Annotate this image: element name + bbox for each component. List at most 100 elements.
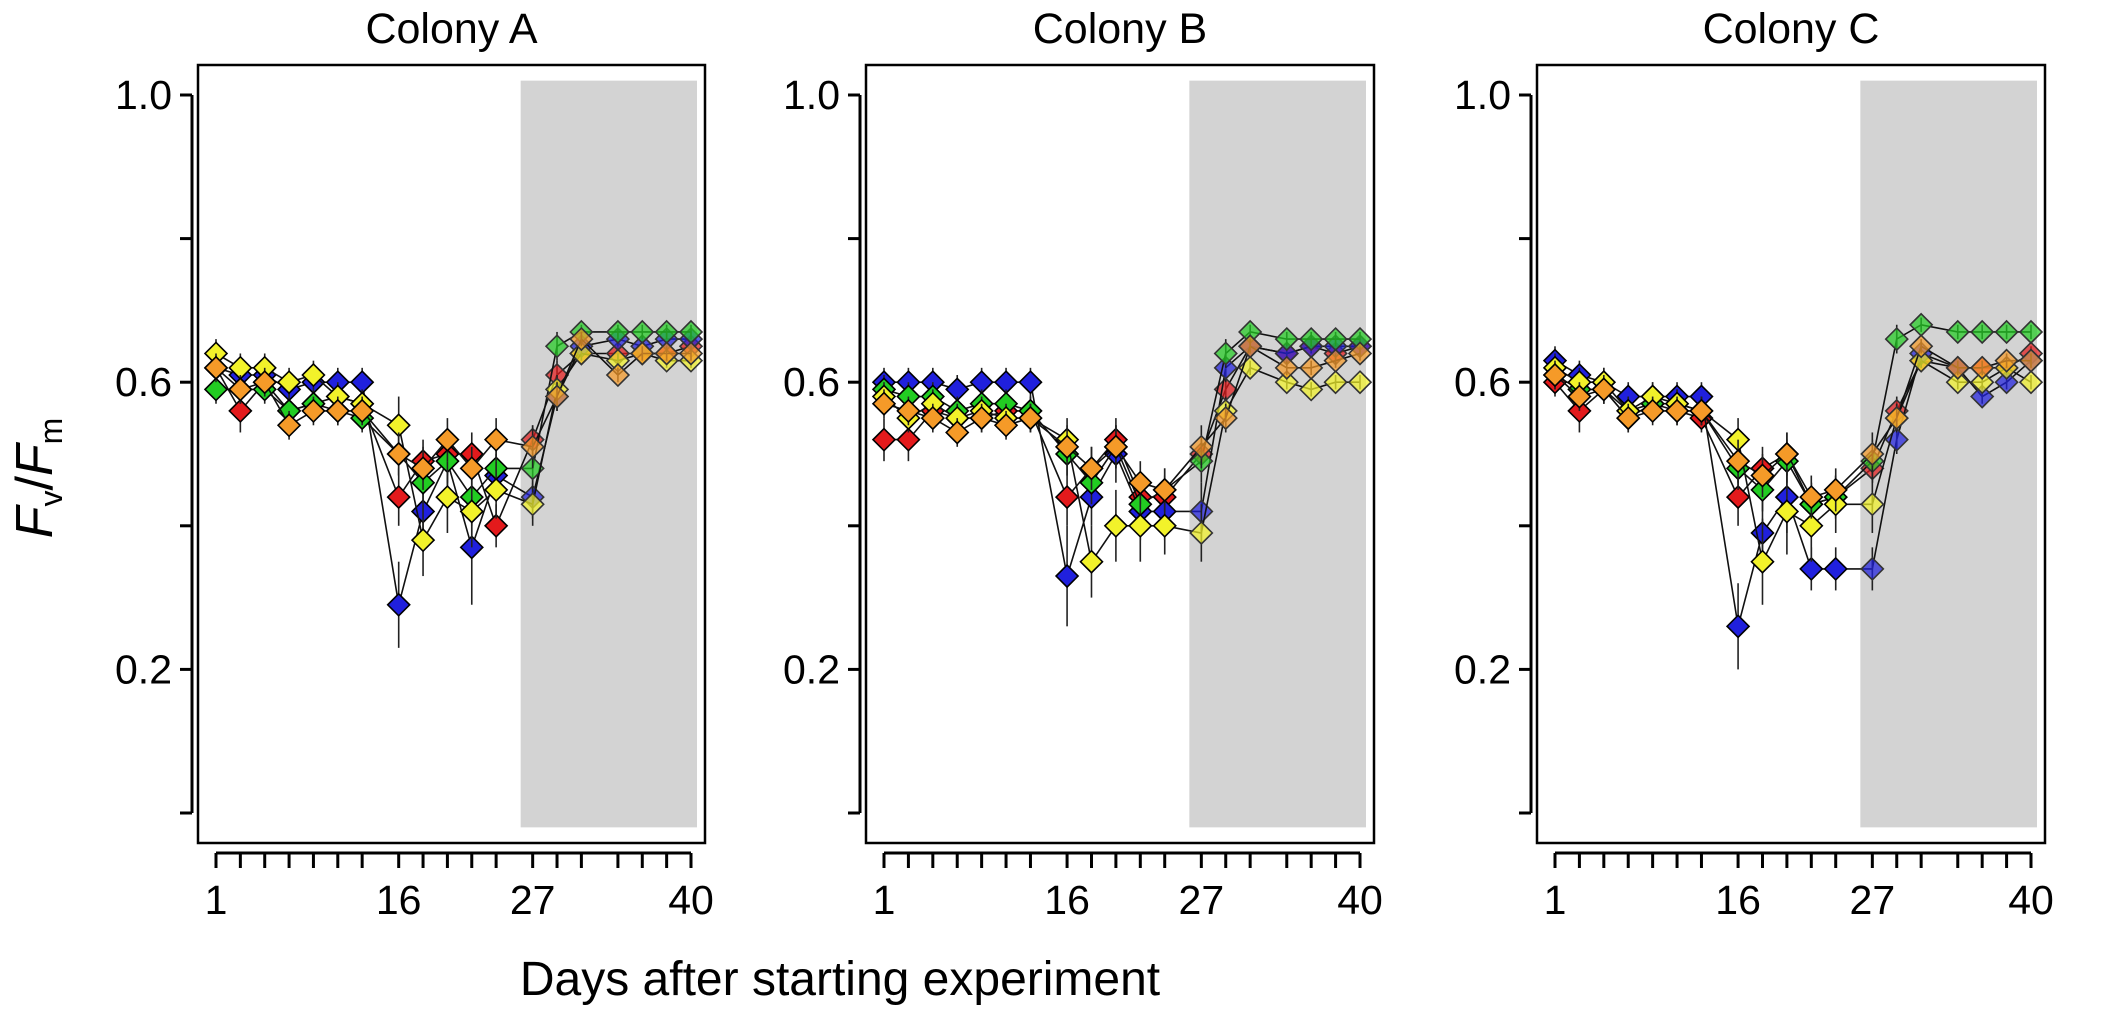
data-point <box>1994 348 2019 373</box>
data-point <box>920 405 945 431</box>
data-point <box>276 413 302 438</box>
data-point <box>1299 326 1324 352</box>
data-point <box>1909 348 1934 373</box>
x-tick-label: 27 <box>510 877 556 923</box>
data-point <box>1725 484 1751 510</box>
data-point <box>435 484 460 510</box>
x-tick-label: 40 <box>668 877 714 923</box>
data-point <box>203 355 229 380</box>
data-point <box>1054 434 1080 459</box>
data-point <box>1323 370 1348 395</box>
data-point <box>1823 477 1848 503</box>
x-tick-label: 40 <box>2008 877 2054 923</box>
data-point <box>252 370 277 395</box>
data-point <box>386 592 411 617</box>
data-point <box>1750 549 1775 574</box>
data-point <box>203 377 229 402</box>
chart-panel-2: Colony B 1.0 0.6 0.2 1 16 27 40 <box>783 5 1383 923</box>
data-point <box>1994 319 2019 345</box>
data-point <box>459 456 484 481</box>
x-tick-label: 16 <box>1715 877 1761 923</box>
data-point <box>969 405 994 431</box>
data-point <box>1616 405 1641 431</box>
data-point <box>1128 470 1153 495</box>
data-point <box>1970 370 1995 395</box>
chart-title: Colony C <box>1703 5 1880 53</box>
data-point <box>1189 520 1214 546</box>
chart-title: Colony A <box>365 5 537 53</box>
plot-frame <box>1535 63 2047 845</box>
data-point <box>1079 549 1104 574</box>
y-axis-title: Fv/Fm <box>6 418 69 539</box>
y-tick-label: 0.2 <box>115 646 172 692</box>
data-point <box>1238 334 1263 359</box>
data-point <box>1128 513 1153 538</box>
data-point <box>1689 398 1714 424</box>
data-point <box>410 456 436 481</box>
data-point <box>520 434 545 459</box>
data-point <box>1860 556 1885 582</box>
data-point <box>1152 513 1177 538</box>
data-point <box>483 477 509 503</box>
x-tick-label: 1 <box>873 877 896 923</box>
data-point <box>1970 319 1995 345</box>
series-5 <box>1542 334 2044 519</box>
x-tick-label: 40 <box>1337 877 1383 923</box>
data-point <box>1347 341 1373 366</box>
data-point <box>350 398 375 424</box>
data-point <box>1054 563 1080 589</box>
data-point <box>1299 377 1324 402</box>
data-point <box>654 341 679 366</box>
data-point <box>630 341 655 366</box>
data-point <box>1725 449 1751 474</box>
shaded-region <box>520 80 697 828</box>
data-point <box>2018 348 2044 373</box>
data-point <box>896 427 921 452</box>
data-point <box>605 319 631 345</box>
series-5 <box>203 326 704 490</box>
data-point <box>993 413 1019 438</box>
data-point <box>1274 355 1299 380</box>
data-point <box>569 341 594 366</box>
data-point <box>1750 463 1775 488</box>
data-point <box>483 427 509 452</box>
data-point <box>544 384 570 409</box>
y-axis-title-f2: F <box>6 441 64 476</box>
data-point <box>1079 456 1104 481</box>
plot-frame <box>864 63 1376 845</box>
data-point <box>1860 441 1885 467</box>
shaded-region <box>1860 80 2037 828</box>
chart-title: Colony B <box>1033 5 1207 53</box>
data-point <box>1884 427 1909 452</box>
data-point <box>301 362 326 388</box>
y-tick-label: 0.6 <box>115 359 172 405</box>
data-point <box>871 427 897 452</box>
data-point <box>1542 362 1568 388</box>
data-point <box>228 398 253 424</box>
series-5 <box>871 334 1373 512</box>
x-tick-label: 27 <box>1850 877 1896 923</box>
y-axis-title-slash: / <box>6 476 64 491</box>
data-point <box>520 492 545 517</box>
x-axis-title: Days after starting experiment <box>520 953 1160 1006</box>
data-point <box>605 362 631 388</box>
data-point <box>1774 499 1800 524</box>
data-point <box>1152 477 1177 503</box>
data-point <box>1970 355 1995 380</box>
data-point <box>1945 370 1970 395</box>
data-point <box>1774 441 1800 467</box>
data-point <box>1213 405 1238 431</box>
y-tick-label: 0.2 <box>783 646 840 692</box>
data-point <box>1299 355 1324 380</box>
y-tick-label: 0.2 <box>1454 646 1511 692</box>
data-point <box>896 398 921 424</box>
data-point <box>1945 319 1970 345</box>
data-point <box>1274 326 1299 352</box>
data-point <box>1018 405 1043 431</box>
data-point <box>871 391 897 416</box>
data-point <box>325 398 350 424</box>
x-tick-label: 16 <box>1044 877 1090 923</box>
data-point <box>1860 492 1885 517</box>
data-point <box>1274 370 1299 395</box>
